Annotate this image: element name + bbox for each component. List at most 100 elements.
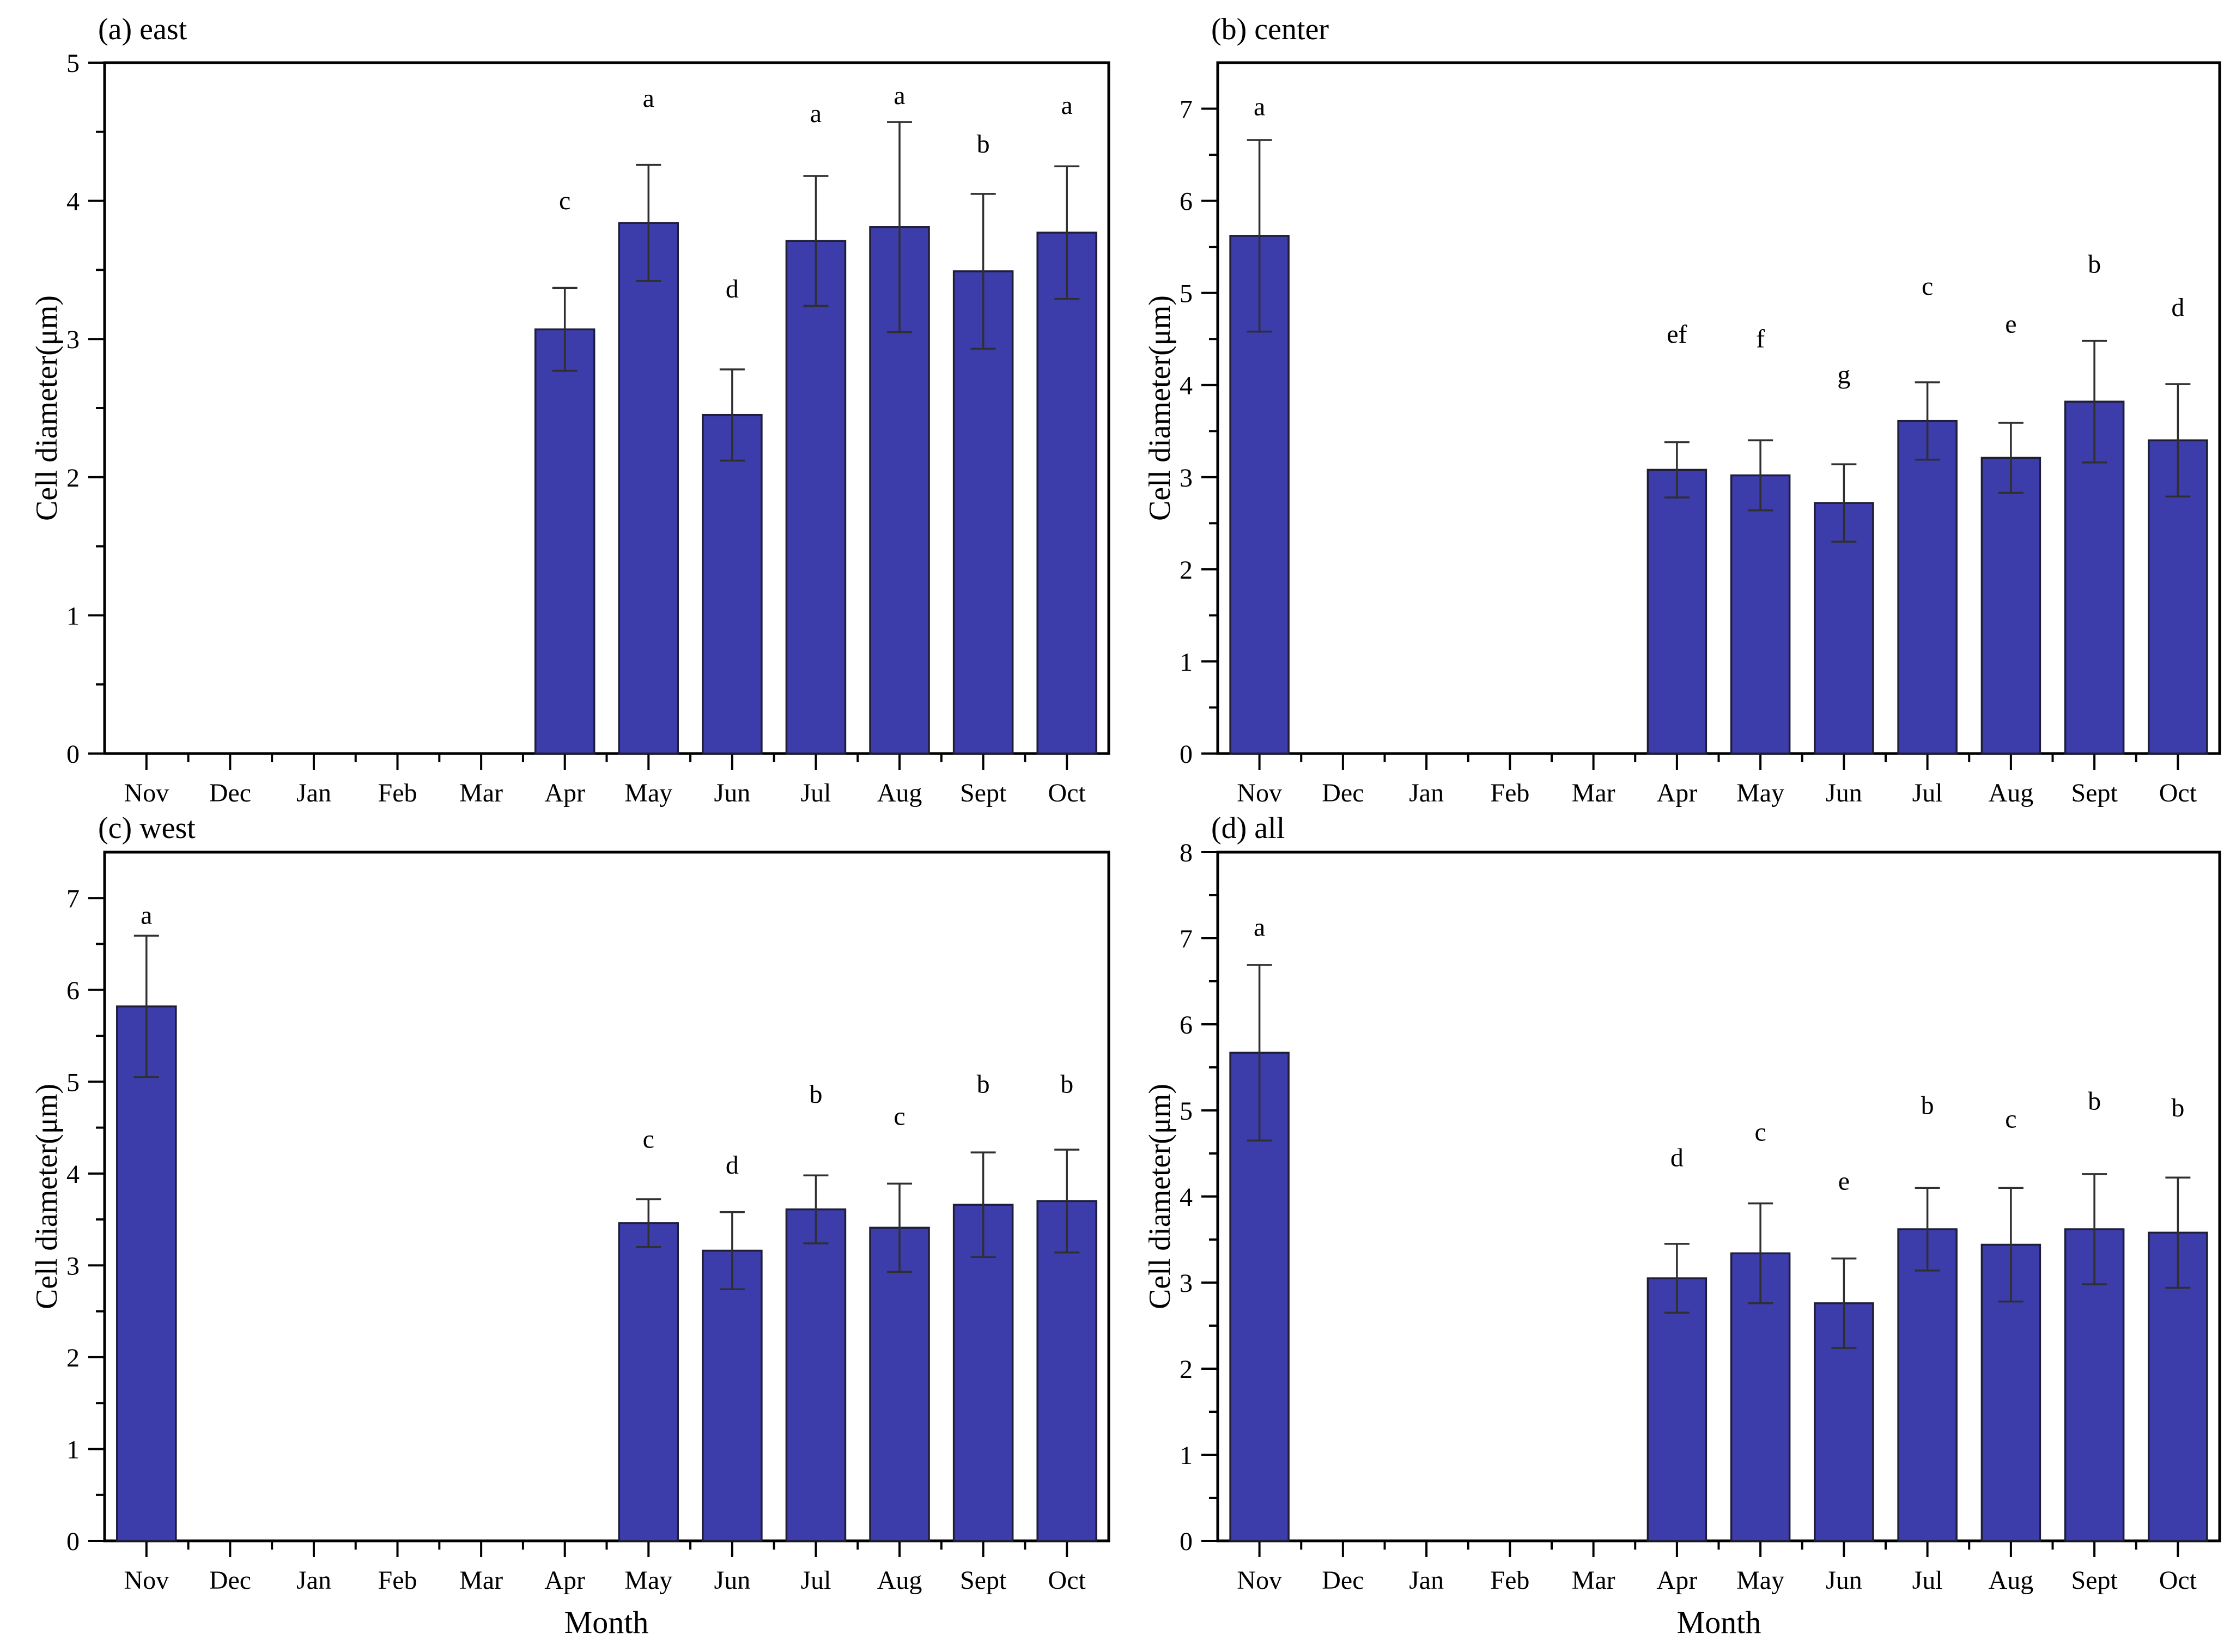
month-label: Mar — [1572, 779, 1615, 807]
panel-b-title: (b) center — [1211, 13, 1329, 46]
sig-letter: b — [2088, 250, 2101, 278]
y-tick-label: 0 — [66, 740, 80, 769]
bar-apr — [534, 328, 596, 755]
sig-letter: a — [643, 84, 654, 113]
sig-letter: a — [1254, 92, 1265, 121]
bar-oct — [1036, 1200, 1097, 1542]
month-label: Feb — [378, 1566, 417, 1595]
panel-d: 0 1 2 3 4 5 6 7 8 Nov Dec Jan Feb Mar Apr May Jun Jul Aug S… — [1180, 839, 2221, 1595]
month-label: Nov — [1237, 779, 1282, 807]
bar-jul — [1897, 1228, 1958, 1542]
y-tick-label: 0 — [1180, 740, 1193, 769]
month-label: Jul — [800, 1566, 831, 1595]
y-tick-label: 4 — [1180, 1183, 1193, 1212]
month-label: Oct — [1048, 1566, 1086, 1595]
month-label: Dec — [209, 1566, 251, 1595]
sig-letter: b — [1060, 1070, 1073, 1099]
bar-jul — [1897, 420, 1958, 755]
month-label: Jan — [296, 1566, 331, 1595]
month-label: Feb — [378, 779, 417, 807]
month-label: Nov — [1237, 1566, 1282, 1595]
month-label: Jun — [714, 779, 751, 807]
sig-letter: c — [1922, 272, 1933, 301]
month-label: Aug — [1989, 779, 2034, 807]
y-tick-label: 6 — [1180, 187, 1193, 216]
sig-letter: c — [2005, 1105, 2016, 1134]
month-label: Oct — [1048, 779, 1086, 807]
y-tick-label: 5 — [1180, 280, 1193, 308]
sig-letter: b — [809, 1080, 822, 1109]
sig-letter: d — [726, 1151, 739, 1180]
y-tick-label: 7 — [1180, 95, 1193, 124]
bar-oct — [1036, 232, 1097, 755]
sig-letter: d — [726, 275, 739, 303]
sig-letter: b — [977, 1070, 990, 1099]
month-label: Jan — [1409, 779, 1444, 807]
month-label: Apr — [544, 779, 585, 807]
month-label: Jul — [1912, 779, 1943, 807]
y-tick-label: 1 — [1180, 648, 1193, 677]
month-label: Apr — [544, 1566, 585, 1595]
bar-apr — [1646, 1277, 1708, 1542]
bar-jun — [702, 414, 763, 755]
month-label: May — [1736, 1566, 1784, 1595]
panel-d-title: (d) all — [1211, 811, 1285, 845]
panel-c-ylabel: Cell diameter(μm) — [30, 1083, 64, 1310]
y-tick-label: 5 — [1180, 1097, 1193, 1126]
month-label: Dec — [209, 779, 251, 807]
month-label: Aug — [877, 779, 922, 807]
bar-jun — [1814, 502, 1874, 755]
month-label: May — [1736, 779, 1784, 807]
month-label: May — [624, 779, 672, 807]
y-tick-label: 0 — [66, 1527, 80, 1556]
month-label: Dec — [1322, 1566, 1364, 1595]
sig-letter: g — [1837, 360, 1850, 389]
panel-c-title: (c) west — [98, 811, 196, 845]
sig-letter: d — [2171, 293, 2184, 322]
sig-letter: ef — [1667, 320, 1687, 349]
panel-a-ylabel: Cell diameter(μm) — [30, 295, 64, 521]
month-label: Apr — [1657, 1566, 1698, 1595]
month-label: Jan — [296, 779, 331, 807]
bar-may — [618, 1222, 679, 1542]
month-label: Nov — [124, 1566, 169, 1595]
month-label: Mar — [459, 779, 503, 807]
sig-letter: c — [559, 186, 570, 215]
month-label: May — [624, 1566, 672, 1595]
sig-letter: c — [643, 1125, 654, 1154]
bar-aug — [1980, 457, 2041, 755]
y-tick-label: 3 — [66, 1252, 80, 1280]
bar-sept — [952, 1204, 1014, 1542]
month-label: Feb — [1490, 779, 1529, 807]
panel-b-ylabel: Cell diameter(μm) — [1143, 295, 1177, 521]
month-label: Jan — [1409, 1566, 1444, 1595]
panel-d-xlabel: Month — [1676, 1605, 1761, 1640]
sig-letter: c — [1754, 1117, 1766, 1146]
y-tick-label: 2 — [1180, 1355, 1193, 1384]
y-tick-label: 3 — [1180, 1269, 1193, 1298]
month-label: Sept — [2071, 779, 2118, 807]
panel-c: 0 1 2 3 4 5 6 7 Nov Dec Jan Feb Mar Apr May Jun Jul Aug Se… — [66, 851, 1110, 1595]
bar-jul — [785, 240, 847, 755]
sig-letter: e — [2005, 309, 2016, 338]
sig-letter: e — [1838, 1167, 1850, 1195]
month-label: Dec — [1322, 779, 1364, 807]
bar-apr — [1646, 469, 1708, 755]
y-tick-label: 4 — [66, 187, 80, 216]
sig-letter: d — [1670, 1144, 1684, 1173]
sig-letter: b — [1921, 1091, 1934, 1120]
panel-c-xlabel: Month — [564, 1605, 649, 1640]
y-tick-label: 6 — [1180, 1011, 1193, 1040]
y-tick-label: 4 — [66, 1160, 80, 1189]
bar-may — [1730, 474, 1791, 755]
y-tick-label: 4 — [1180, 372, 1193, 400]
panel-a-title: (a) east — [98, 13, 187, 46]
month-label: Mar — [1572, 1566, 1615, 1595]
sig-letter: a — [1254, 913, 1265, 942]
month-label: Oct — [2159, 1566, 2197, 1595]
month-label: Mar — [459, 1566, 503, 1595]
sig-letter: a — [1061, 91, 1073, 120]
month-label: Jul — [1912, 1566, 1943, 1595]
